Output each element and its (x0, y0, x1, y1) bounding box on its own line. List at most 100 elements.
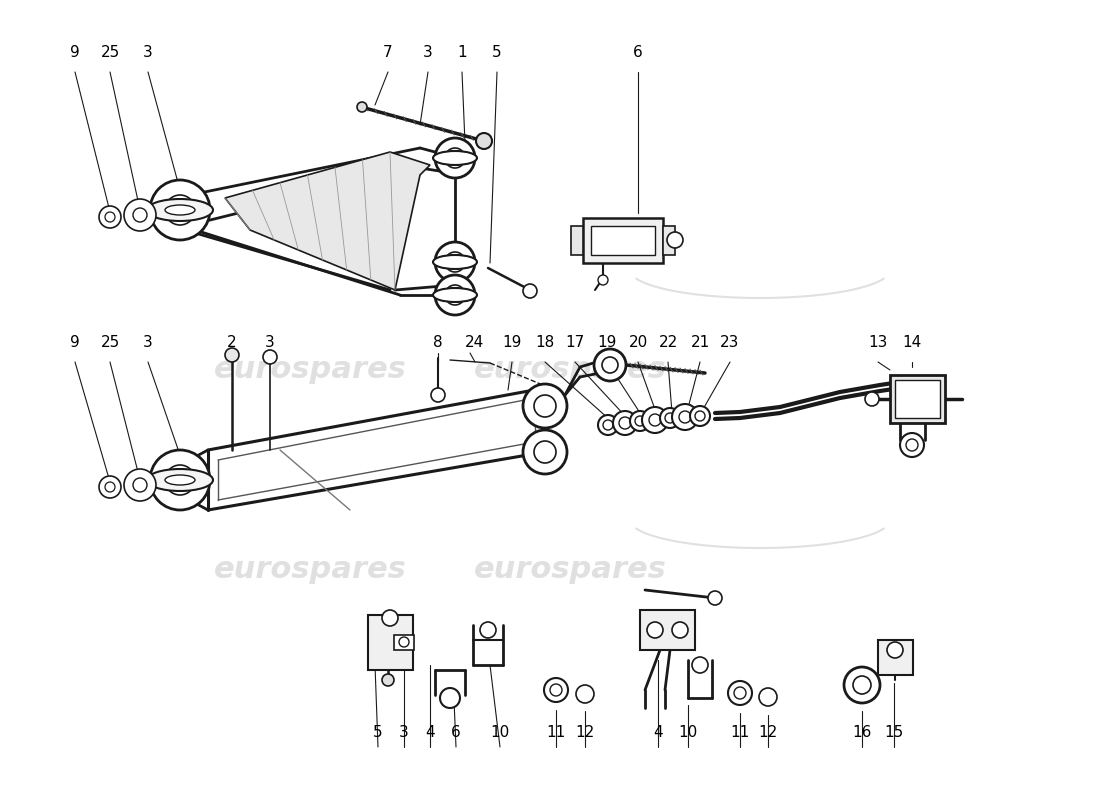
Circle shape (647, 622, 663, 638)
Text: 22: 22 (659, 335, 678, 350)
Circle shape (399, 637, 409, 647)
Bar (878, 640, 913, 675)
Circle shape (734, 687, 746, 699)
Text: 3: 3 (143, 45, 153, 60)
Circle shape (104, 482, 116, 492)
Text: 3: 3 (143, 335, 153, 350)
Circle shape (613, 411, 637, 435)
Circle shape (99, 206, 121, 228)
Circle shape (226, 348, 239, 362)
Circle shape (630, 411, 650, 431)
Ellipse shape (433, 151, 477, 165)
Bar (368, 615, 412, 670)
Text: 20: 20 (628, 335, 648, 350)
Ellipse shape (433, 288, 477, 302)
Text: 25: 25 (100, 335, 120, 350)
Text: 14: 14 (902, 335, 922, 350)
Circle shape (759, 688, 777, 706)
Text: 12: 12 (758, 725, 778, 740)
Circle shape (692, 657, 708, 673)
Bar (663, 226, 675, 255)
Text: 5: 5 (492, 45, 502, 60)
Text: 3: 3 (424, 45, 433, 60)
Circle shape (603, 420, 613, 430)
Bar (895, 380, 940, 418)
Circle shape (672, 404, 698, 430)
Circle shape (165, 465, 195, 495)
Text: 8: 8 (433, 335, 443, 350)
Circle shape (550, 684, 562, 696)
Text: eurospares: eurospares (213, 355, 406, 385)
Circle shape (666, 413, 675, 423)
Bar (591, 226, 654, 255)
Circle shape (382, 674, 394, 686)
Circle shape (446, 252, 465, 272)
Text: 7: 7 (383, 45, 393, 60)
Text: 24: 24 (465, 335, 485, 350)
Text: 11: 11 (547, 725, 565, 740)
Circle shape (544, 678, 568, 702)
Circle shape (602, 357, 618, 373)
Polygon shape (226, 152, 430, 290)
Bar (890, 375, 945, 423)
Circle shape (99, 476, 121, 498)
Circle shape (434, 242, 475, 282)
Text: 6: 6 (634, 45, 642, 60)
Circle shape (708, 591, 722, 605)
Bar (394, 635, 414, 650)
Bar (571, 226, 583, 255)
Circle shape (440, 688, 460, 708)
Text: eurospares: eurospares (213, 555, 406, 585)
Circle shape (598, 415, 618, 435)
Ellipse shape (165, 475, 195, 485)
Text: 9: 9 (70, 45, 80, 60)
Circle shape (534, 395, 556, 417)
Text: 4: 4 (426, 725, 434, 740)
Circle shape (522, 430, 566, 474)
Text: 4: 4 (653, 725, 663, 740)
Circle shape (165, 195, 195, 225)
Text: 6: 6 (451, 725, 461, 740)
Bar (640, 610, 695, 650)
Circle shape (852, 676, 871, 694)
Circle shape (865, 392, 879, 406)
Circle shape (690, 406, 710, 426)
Text: 12: 12 (575, 725, 595, 740)
Text: 1: 1 (458, 45, 466, 60)
Circle shape (594, 349, 626, 381)
Circle shape (887, 642, 903, 658)
Text: 5: 5 (373, 725, 383, 740)
Text: 16: 16 (852, 725, 871, 740)
Text: 10: 10 (491, 725, 509, 740)
Circle shape (446, 148, 465, 168)
Circle shape (434, 275, 475, 315)
Bar (583, 218, 663, 263)
Circle shape (679, 411, 691, 423)
Circle shape (124, 199, 156, 231)
Circle shape (133, 478, 147, 492)
Text: 23: 23 (720, 335, 739, 350)
Circle shape (358, 102, 367, 112)
Text: 3: 3 (399, 725, 409, 740)
Circle shape (672, 622, 688, 638)
Circle shape (728, 681, 752, 705)
Text: 19: 19 (597, 335, 617, 350)
Circle shape (104, 212, 116, 222)
Text: eurospares: eurospares (474, 555, 667, 585)
Text: 3: 3 (265, 335, 275, 350)
Ellipse shape (433, 255, 477, 269)
Circle shape (476, 133, 492, 149)
Circle shape (124, 469, 156, 501)
Circle shape (576, 685, 594, 703)
Circle shape (150, 450, 210, 510)
Text: eurospares: eurospares (474, 355, 667, 385)
Circle shape (263, 350, 277, 364)
Ellipse shape (147, 469, 213, 491)
Text: 9: 9 (70, 335, 80, 350)
Circle shape (642, 407, 668, 433)
Text: 17: 17 (565, 335, 584, 350)
Circle shape (598, 275, 608, 285)
Text: 15: 15 (884, 725, 903, 740)
Circle shape (844, 667, 880, 703)
Circle shape (660, 408, 680, 428)
